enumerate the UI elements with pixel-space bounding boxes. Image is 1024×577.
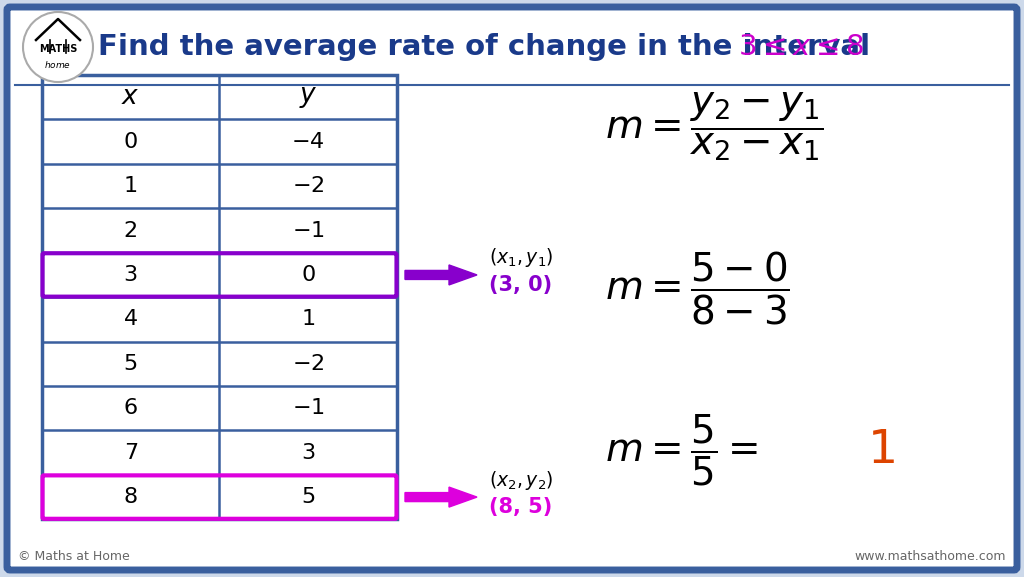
Text: $m = \dfrac{y_2 - y_1}{x_2 - x_1}$: $m = \dfrac{y_2 - y_1}{x_2 - x_1}$ <box>605 91 823 163</box>
Text: 1: 1 <box>124 176 138 196</box>
FancyArrow shape <box>406 265 477 285</box>
Text: 0: 0 <box>124 132 138 152</box>
Text: 4: 4 <box>124 309 138 329</box>
Text: $-4$: $-4$ <box>292 132 325 152</box>
FancyBboxPatch shape <box>7 7 1017 570</box>
Text: 8: 8 <box>124 487 138 507</box>
Text: © Maths at Home: © Maths at Home <box>18 550 130 563</box>
Text: $m = \dfrac{5 - 0}{8 - 3}$: $m = \dfrac{5 - 0}{8 - 3}$ <box>605 250 790 327</box>
Text: MATHS: MATHS <box>39 44 77 54</box>
Text: $3 \leq x \leq 8$: $3 \leq x \leq 8$ <box>738 33 864 61</box>
Text: $1$: $1$ <box>867 428 895 473</box>
Text: 5: 5 <box>124 354 138 374</box>
Text: (8, 5): (8, 5) <box>489 497 552 517</box>
Text: 7: 7 <box>124 443 138 463</box>
Text: $m = \dfrac{5}{5} = $: $m = \dfrac{5}{5} = $ <box>605 413 758 488</box>
Text: 1: 1 <box>301 309 315 329</box>
Text: $\it{home}$: $\it{home}$ <box>44 58 72 69</box>
Text: 5: 5 <box>301 487 315 507</box>
Text: $-2$: $-2$ <box>292 354 325 374</box>
FancyBboxPatch shape <box>42 75 397 519</box>
Text: $x$: $x$ <box>122 84 140 110</box>
Text: 3: 3 <box>124 265 138 285</box>
Circle shape <box>23 12 93 82</box>
Text: $(x_2, y_2)$: $(x_2, y_2)$ <box>489 469 554 492</box>
Text: (3, 0): (3, 0) <box>489 275 552 295</box>
Text: $-1$: $-1$ <box>292 398 325 418</box>
Text: 0: 0 <box>301 265 315 285</box>
Text: 6: 6 <box>124 398 138 418</box>
Text: 2: 2 <box>124 220 138 241</box>
Text: www.mathsathome.com: www.mathsathome.com <box>854 550 1006 563</box>
Text: $y$: $y$ <box>299 84 317 110</box>
Text: Find the average rate of change in the interval: Find the average rate of change in the i… <box>98 33 881 61</box>
Text: $-2$: $-2$ <box>292 176 325 196</box>
Text: $-1$: $-1$ <box>292 220 325 241</box>
Text: 3: 3 <box>301 443 315 463</box>
Text: $(x_1, y_1)$: $(x_1, y_1)$ <box>489 246 554 269</box>
FancyArrow shape <box>406 487 477 507</box>
